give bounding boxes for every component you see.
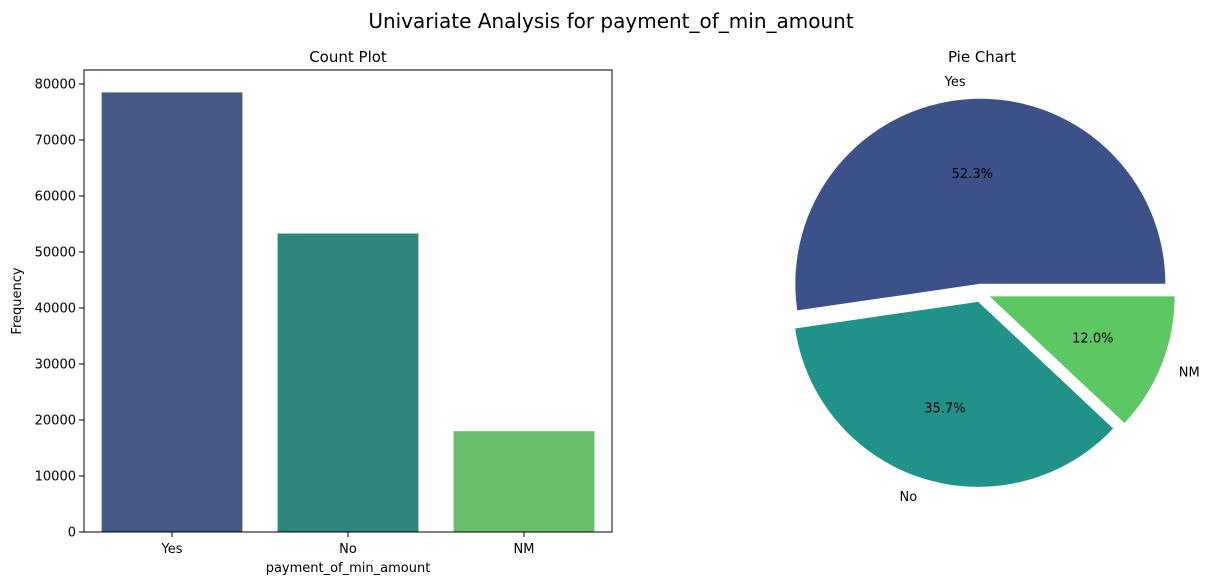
x-tick-label: NM (514, 542, 535, 557)
x-tick-label: Yes (161, 542, 183, 557)
pie-percent-label: 52.3% (952, 167, 993, 182)
bar-yes (101, 92, 243, 533)
y-tick-label: 70000 (35, 134, 76, 149)
bar-nm (453, 431, 595, 532)
bar-no (277, 233, 419, 532)
figure-title: Univariate Analysis for payment_of_min_a… (368, 9, 854, 33)
y-tick-label: 50000 (35, 246, 76, 261)
y-tick-label: 60000 (35, 190, 76, 205)
pie-wedge-no (795, 301, 1114, 487)
pie-category-label: No (899, 490, 917, 505)
y-axis-ticks: 0 10000 20000 30000 40000 50000 60000 70000 8000… (35, 78, 84, 541)
count-plot-title: Count Plot (309, 48, 387, 66)
pie-percent-label: 12.0% (1072, 331, 1113, 346)
pie-wedge-nm (989, 296, 1175, 424)
pie-category-label: Yes (944, 75, 966, 90)
y-tick-label: 20000 (35, 414, 76, 429)
pie-chart-title: Pie Chart (948, 48, 1016, 66)
y-tick-label: 0 (68, 526, 76, 541)
y-axis-label: Frequency (10, 267, 25, 334)
y-tick-label: 40000 (35, 302, 76, 317)
pie-labels: Yes 52.3% No 35.7% NM 12.0% (899, 75, 1199, 505)
y-tick-label: 10000 (35, 470, 76, 485)
pie-category-label: NM (1179, 365, 1200, 380)
y-tick-label: 80000 (35, 78, 76, 93)
x-tick-label: No (339, 542, 357, 557)
plot-frame (83, 69, 613, 533)
pie-wedge-yes (795, 98, 1166, 311)
pie-percent-label: 35.7% (924, 402, 965, 417)
count-plot: Count Plot 0 10000 20000 30000 40000 50000 600… (10, 48, 613, 576)
pie-chart: Pie Chart Yes 52.3% No 35.7% NM 12.0% (795, 48, 1200, 505)
bar-series (101, 92, 595, 533)
x-axis-ticks: Yes No NM (161, 532, 535, 557)
pie-wedges (795, 98, 1175, 487)
x-axis-label: payment_of_min_amount (266, 561, 431, 576)
y-tick-label: 30000 (35, 358, 76, 373)
